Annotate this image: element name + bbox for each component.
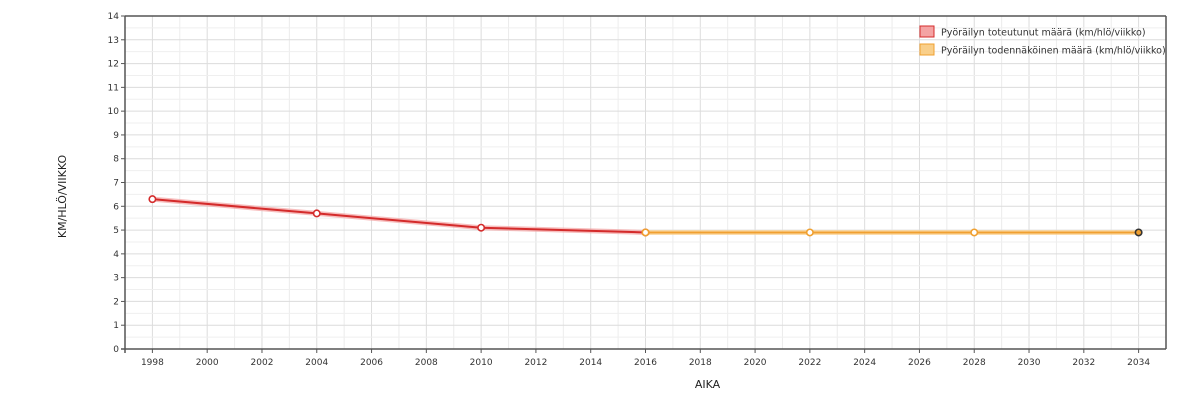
legend-swatch [919,43,935,56]
series-layer [148,195,1143,237]
y-tick-label: 7 [113,179,119,189]
axes: 1998 2000 2002 2004 2006 2008 2010 2012 2014 2016… [56,12,1167,391]
data-point [970,228,979,237]
y-tick-label: 0 [113,345,119,355]
y-tick-label: 8 [113,155,119,165]
data-point [805,228,814,237]
grid [124,15,1167,350]
y-tick-label: 5 [113,226,119,236]
legend-label: Pyöräilyn toteutunut määrä (km/hlö/viikk… [941,28,1146,39]
data-point [148,195,157,204]
data-point [312,209,321,218]
y-tick-label: 3 [113,274,119,284]
x-tick-label: 1998 [141,358,164,368]
legend: Pyöräilyn toteutunut määrä (km/hlö/viikk… [919,25,1166,57]
series-1 [149,196,648,235]
y-tick-label: 10 [108,107,120,117]
x-tick-label: 2030 [1018,358,1041,368]
y-tick-label: 14 [108,12,120,22]
y-tick-label: 9 [113,131,119,141]
x-tick-label: 2004 [305,358,328,368]
y-tick-label: 6 [113,202,119,212]
x-tick-label: 2020 [744,358,767,368]
y-tick-label: 12 [108,60,119,70]
x-tick-label: 2026 [908,358,931,368]
y-tick-label: 4 [113,250,119,260]
series-line [152,198,646,234]
x-tick-label: 2012 [524,358,547,368]
y-tick-label: 1 [113,321,119,331]
data-point [641,228,650,237]
data-point [477,223,486,232]
x-tick-label: 2002 [251,358,274,368]
x-tick-label: 2008 [415,358,438,368]
x-tick-label: 2010 [470,358,493,368]
x-tick-label: 2032 [1072,358,1095,368]
x-tick-label: 2016 [634,358,657,368]
series-2-markers [641,228,1143,237]
x-axis-title: AIKA [695,378,721,391]
x-tick-label: 2000 [196,358,219,368]
x-tick-label: 2022 [798,358,821,368]
legend-label: Pyöräilyn todennäköinen määrä (km/hlö/vi… [941,46,1166,57]
x-tick-label: 2006 [360,358,383,368]
x-tick-label: 2018 [689,358,712,368]
y-tick-label: 2 [113,297,119,307]
x-tick-label: 2024 [853,358,876,368]
y-tick-label: 11 [108,83,119,93]
x-tick-label: 2028 [963,358,986,368]
x-tick-label: 2034 [1127,358,1150,368]
y-tick-label: 13 [108,36,119,46]
y-axis-title: KM/HLÖ/VIIKKO [56,155,69,239]
legend-swatch [919,25,935,38]
data-point [1134,228,1143,237]
x-tick-label: 2014 [579,358,602,368]
